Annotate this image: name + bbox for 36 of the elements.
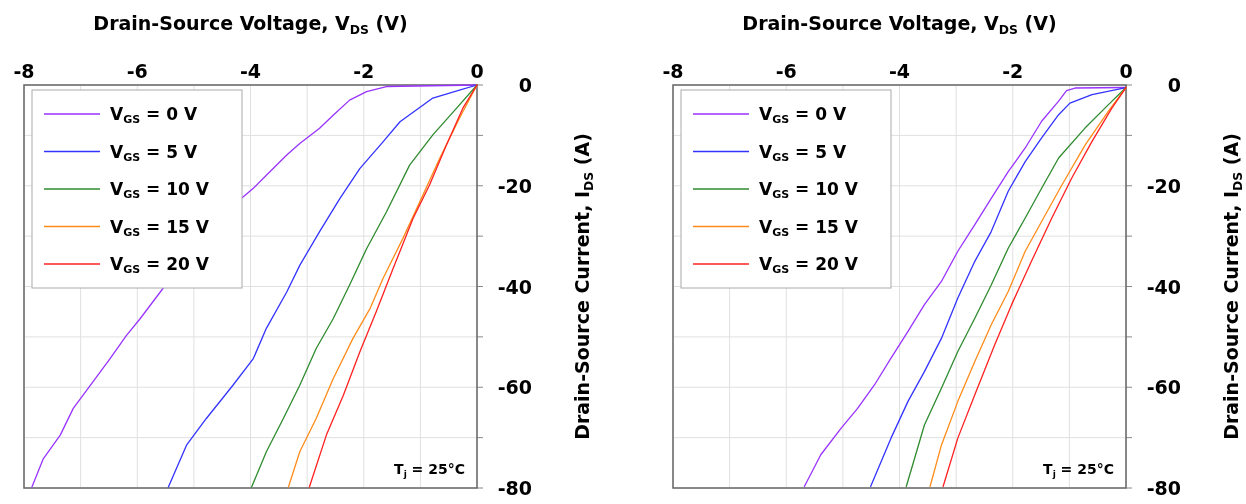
y-tick-label: -20 xyxy=(1146,174,1181,197)
y-tick-label: 0 xyxy=(1167,74,1181,96)
y-tick-label: -60 xyxy=(497,376,532,399)
legend-label: V$_{GS}$ = 5 V xyxy=(110,141,199,164)
line-series xyxy=(250,84,478,488)
legend-label: V$_{GS}$ = 10 V xyxy=(110,179,210,202)
x-tick-label: -4 xyxy=(888,60,911,82)
x-tick-label: -2 xyxy=(353,60,375,82)
annotation: T$_{j}$ = 25°C xyxy=(394,461,465,479)
x-tick-label: -8 xyxy=(662,60,684,82)
line-series xyxy=(167,84,478,488)
legend-label: V$_{GS}$ = 15 V xyxy=(110,216,210,239)
y-tick-label: 0 xyxy=(518,74,532,96)
y-tick-label: -80 xyxy=(1146,477,1181,499)
chart-title: Drain-Source Voltage, V$_{DS}$ (V) xyxy=(742,12,1057,37)
y-tick-label: -20 xyxy=(497,174,532,197)
chart-title: Drain-Source Voltage, V$_{DS}$ (V) xyxy=(93,12,408,37)
legend-label: V$_{GS}$ = 5 V xyxy=(759,141,848,164)
y-tick-label: -40 xyxy=(1146,275,1181,298)
legend-label: V$_{GS}$ = 10 V xyxy=(759,179,859,202)
legend-label: V$_{GS}$ = 20 V xyxy=(110,254,210,277)
x-tick-label: 0 xyxy=(470,60,484,82)
x-tick-label: -2 xyxy=(1002,60,1024,82)
legend-label: V$_{GS}$ = 15 V xyxy=(759,216,859,239)
legend-label: V$_{GS}$ = 0 V xyxy=(759,104,848,127)
legend-label: V$_{GS}$ = 20 V xyxy=(759,254,859,277)
x-tick-label: -4 xyxy=(239,60,262,82)
y-tick-label: -80 xyxy=(497,477,532,499)
annotation: T$_{j}$ = 25°C xyxy=(1043,461,1114,479)
legend-label: V$_{GS}$ = 0 V xyxy=(110,104,199,127)
y-tick-label: -40 xyxy=(497,275,532,298)
y-tick-label: -60 xyxy=(1146,376,1181,399)
x-tick-label: -6 xyxy=(126,60,148,82)
x-tick-label: -6 xyxy=(775,60,797,82)
x-tick-label: 0 xyxy=(1119,60,1133,82)
x-tick-label: -8 xyxy=(13,60,35,82)
